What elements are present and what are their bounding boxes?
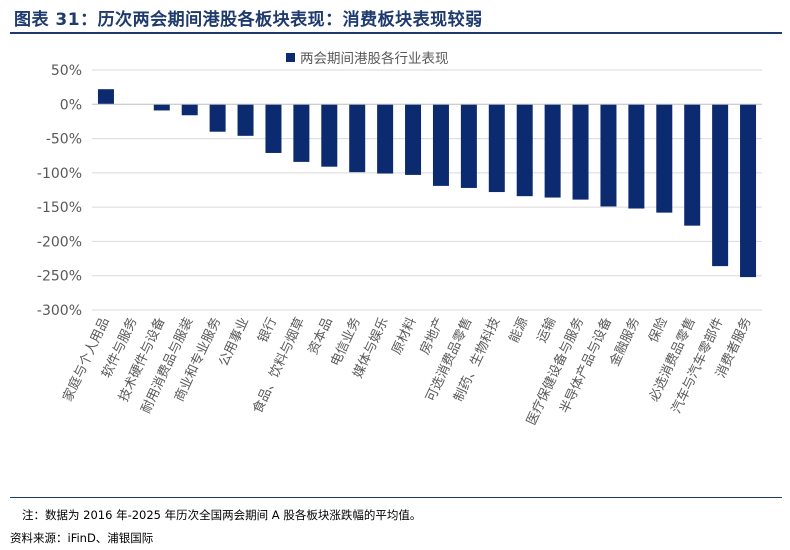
- bar: [405, 104, 422, 175]
- y-tick-label: 0%: [60, 97, 82, 113]
- footer-divider: [10, 497, 782, 498]
- bar: [265, 104, 282, 153]
- y-tick-label: -300%: [37, 303, 82, 319]
- bar: [349, 104, 366, 173]
- legend: 两会期间港股各行业表现: [286, 51, 449, 67]
- y-tick-label: -50%: [46, 132, 82, 148]
- bar: [684, 104, 701, 226]
- y-tick-label: -250%: [37, 269, 82, 285]
- bar: [600, 104, 617, 207]
- bar: [628, 104, 645, 209]
- x-category-label: 运输: [534, 315, 559, 345]
- bar: [488, 104, 505, 193]
- y-tick-label: -200%: [37, 234, 82, 250]
- footnote: 注：数据为 2016 年-2025 年历次全国两会期间 A 股各板块涨跌幅的平均…: [22, 508, 422, 522]
- bars: [97, 89, 757, 278]
- bar: [740, 104, 757, 278]
- x-category-label: 银行: [255, 315, 280, 345]
- chart-title: 图表 31：历次两会期间港股各板块表现：消费板块表现较弱: [14, 10, 483, 30]
- gridlines: [92, 69, 762, 311]
- x-category-label: 房地产: [417, 315, 448, 357]
- bar: [516, 104, 533, 197]
- bar: [656, 104, 673, 213]
- x-category-label: 能源: [507, 315, 532, 345]
- axes: 50% 0% -50% -100% -150% -200% -250% -300%家庭与个人用…: [37, 63, 762, 428]
- x-category-label: 食品、饮料与烟草: [250, 315, 308, 416]
- title-divider: [10, 32, 782, 34]
- x-category-label: 原材料: [390, 315, 420, 357]
- bar: [153, 104, 170, 111]
- x-category-label: 资本品: [306, 315, 336, 357]
- bar-chart: 50% 0% -50% -100% -150% -200% -250% -300%家庭与个人用…: [37, 51, 762, 428]
- bar: [293, 104, 310, 162]
- y-tick-label: 50%: [51, 63, 82, 79]
- bar: [237, 104, 254, 136]
- x-category-label: 保险: [646, 315, 671, 345]
- x-category-label: 家庭与个人用品: [60, 315, 113, 404]
- source-note: 资料来源：iFinD、浦银国际: [10, 531, 154, 545]
- legend-label: 两会期间港股各行业表现: [300, 51, 449, 67]
- bar: [712, 104, 729, 267]
- bar: [572, 104, 589, 200]
- y-tick-label: -150%: [37, 200, 82, 216]
- bar: [377, 104, 394, 174]
- bar: [460, 104, 477, 188]
- bar: [321, 104, 338, 167]
- legend-swatch: [286, 53, 295, 62]
- y-tick-label: -100%: [37, 166, 82, 182]
- bar: [209, 104, 226, 132]
- bar: [97, 89, 114, 105]
- bar: [432, 104, 449, 186]
- bar: [544, 104, 561, 198]
- bar: [181, 104, 198, 116]
